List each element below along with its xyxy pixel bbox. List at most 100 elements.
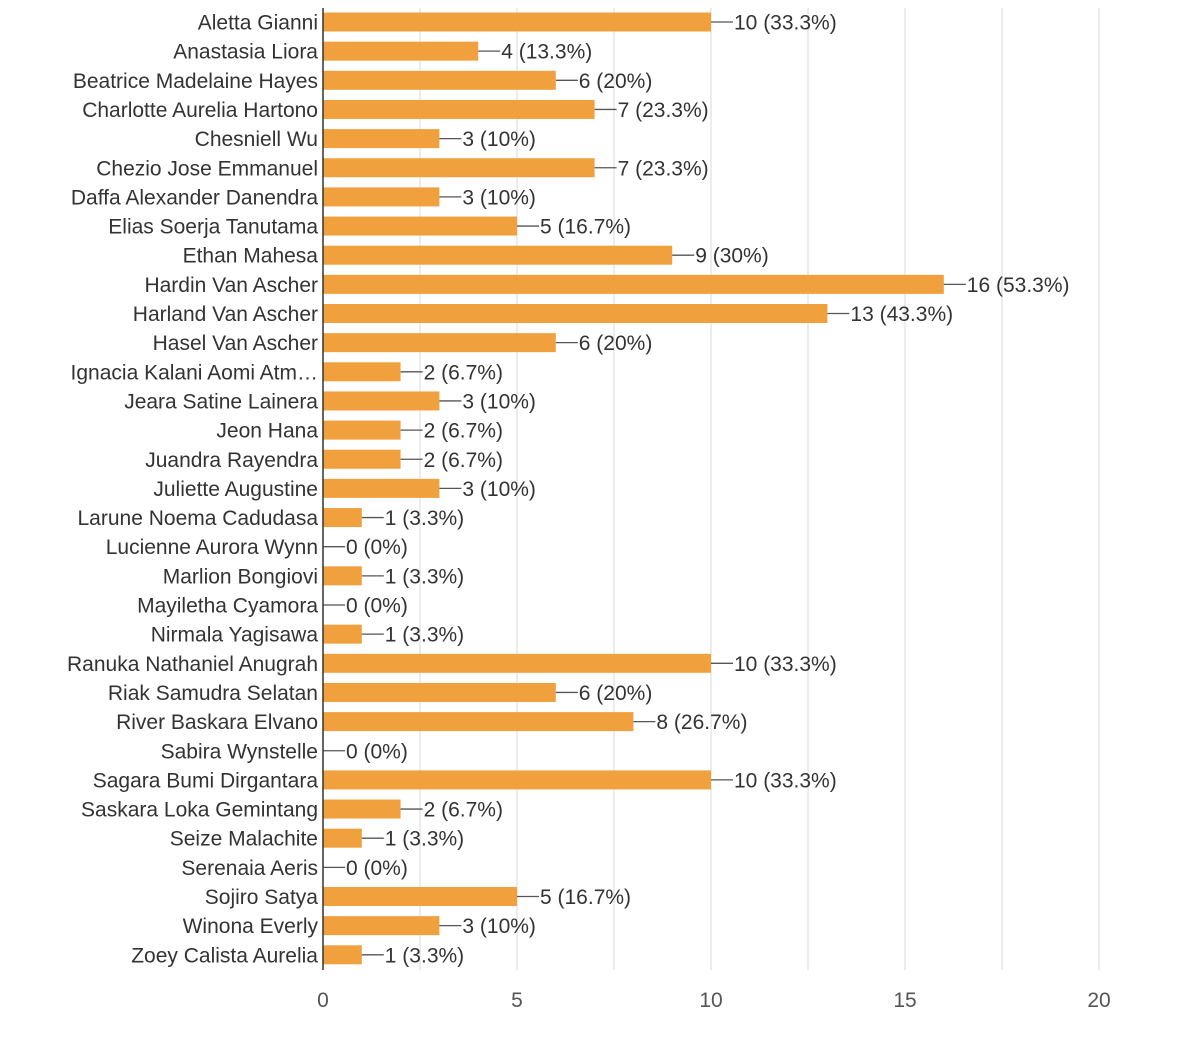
data-label: 0 (0%) xyxy=(346,595,408,618)
category-label: Aletta Gianni xyxy=(198,12,318,35)
data-label: 1 (3.3%) xyxy=(385,828,464,851)
bars xyxy=(323,12,966,965)
bar xyxy=(323,624,362,644)
category-label: Ignacia Kalani Aomi Atm… xyxy=(71,361,318,384)
bar xyxy=(323,245,673,265)
bar xyxy=(323,770,711,790)
category-label: Sojiro Satya xyxy=(205,886,319,909)
bar xyxy=(323,478,440,498)
labels: 10 (33.3%) Aletta Gianni 4 (13.3%) Anastasi… xyxy=(67,12,1111,1013)
data-label: 8 (26.7%) xyxy=(656,711,747,734)
data-label: 3 (10%) xyxy=(462,186,536,209)
data-label: 6 (20%) xyxy=(579,682,653,705)
bar xyxy=(323,828,362,848)
category-label: Daffa Alexander Danendra xyxy=(71,186,318,209)
data-label: 6 (20%) xyxy=(579,70,653,93)
bar xyxy=(323,129,440,149)
data-label: 5 (16.7%) xyxy=(540,886,631,909)
data-label: 3 (10%) xyxy=(462,915,536,938)
data-label: 3 (10%) xyxy=(462,478,536,501)
bar xyxy=(323,916,440,936)
bar xyxy=(323,41,479,61)
category-label: Winona Everly xyxy=(183,915,319,938)
category-label: Lucienne Aurora Wynn xyxy=(106,536,318,559)
bar xyxy=(323,274,944,294)
category-label: Seize Malachite xyxy=(170,828,318,851)
category-label: Ethan Mahesa xyxy=(183,245,319,268)
bar xyxy=(323,158,595,178)
data-label: 1 (3.3%) xyxy=(385,624,464,647)
data-label: 16 (53.3%) xyxy=(967,274,1070,297)
data-label: 0 (0%) xyxy=(346,857,408,880)
bar xyxy=(323,449,401,469)
x-tick-label: 15 xyxy=(893,989,916,1012)
x-tick-label: 5 xyxy=(511,989,523,1012)
x-tick-label: 0 xyxy=(317,989,329,1012)
data-label: 13 (43.3%) xyxy=(850,303,953,326)
category-label: Beatrice Madelaine Hayes xyxy=(73,70,318,93)
data-label: 2 (6.7%) xyxy=(424,449,503,472)
bar xyxy=(323,391,440,411)
category-label: Nirmala Yagisawa xyxy=(151,624,319,647)
data-label: 10 (33.3%) xyxy=(734,12,837,35)
data-label: 9 (30%) xyxy=(695,245,769,268)
bar xyxy=(323,333,556,353)
category-label: Zoey Calista Aurelia xyxy=(131,944,318,967)
bar xyxy=(323,682,556,702)
category-label: Serenaia Aeris xyxy=(181,857,318,880)
data-label: 0 (0%) xyxy=(346,740,408,763)
bar xyxy=(323,508,362,528)
x-tick-label: 10 xyxy=(699,989,722,1012)
bar xyxy=(323,99,595,119)
category-label: Elias Soerja Tanutama xyxy=(108,216,318,239)
bar xyxy=(323,712,634,732)
category-label: Larune Noema Cadudasa xyxy=(78,507,319,530)
bar xyxy=(323,420,401,440)
data-label: 2 (6.7%) xyxy=(424,361,503,384)
data-label: 7 (23.3%) xyxy=(618,99,709,122)
data-label: 0 (0%) xyxy=(346,536,408,559)
data-label: 5 (16.7%) xyxy=(540,216,631,239)
category-label: Ranuka Nathaniel Anugrah xyxy=(67,653,318,676)
category-label: Saskara Loka Gemintang xyxy=(81,799,318,822)
bar xyxy=(323,216,517,236)
data-label: 2 (6.7%) xyxy=(424,799,503,822)
bar xyxy=(323,187,440,207)
data-label: 1 (3.3%) xyxy=(385,944,464,967)
category-label: Chesniell Wu xyxy=(195,128,318,151)
category-label: Riak Samudra Selatan xyxy=(108,682,318,705)
category-label: Jeon Hana xyxy=(216,420,318,443)
bar xyxy=(323,12,711,32)
data-label: 3 (10%) xyxy=(462,390,536,413)
data-label: 7 (23.3%) xyxy=(618,157,709,180)
category-label: Juandra Rayendra xyxy=(145,449,318,472)
category-label: Sabira Wynstelle xyxy=(161,740,318,763)
data-label: 6 (20%) xyxy=(579,332,653,355)
category-label: Juliette Augustine xyxy=(153,478,318,501)
category-label: Hasel Van Ascher xyxy=(153,332,318,355)
data-label: 4 (13.3%) xyxy=(501,41,592,64)
data-label: 1 (3.3%) xyxy=(385,507,464,530)
bar xyxy=(323,566,362,586)
bar xyxy=(323,887,517,906)
category-label: Mayiletha Cyamora xyxy=(137,595,318,618)
category-label: Harland Van Ascher xyxy=(133,303,318,326)
bar xyxy=(323,362,401,382)
data-label: 10 (33.3%) xyxy=(734,653,837,676)
data-label: 10 (33.3%) xyxy=(734,769,837,792)
bar xyxy=(323,653,711,673)
category-label: Sagara Bumi Dirgantara xyxy=(93,769,319,792)
category-label: Hardin Van Ascher xyxy=(144,274,318,297)
category-label: River Baskara Elvano xyxy=(116,711,318,734)
data-label: 1 (3.3%) xyxy=(385,565,464,588)
category-label: Jeara Satine Lainera xyxy=(124,390,318,413)
category-label: Charlotte Aurelia Hartono xyxy=(82,99,318,122)
category-label: Chezio Jose Emmanuel xyxy=(96,157,318,180)
data-label: 2 (6.7%) xyxy=(424,420,503,443)
x-tick-label: 20 xyxy=(1087,989,1110,1012)
data-label: 3 (10%) xyxy=(462,128,536,151)
bar xyxy=(323,945,362,965)
category-label: Anastasia Liora xyxy=(173,41,318,64)
